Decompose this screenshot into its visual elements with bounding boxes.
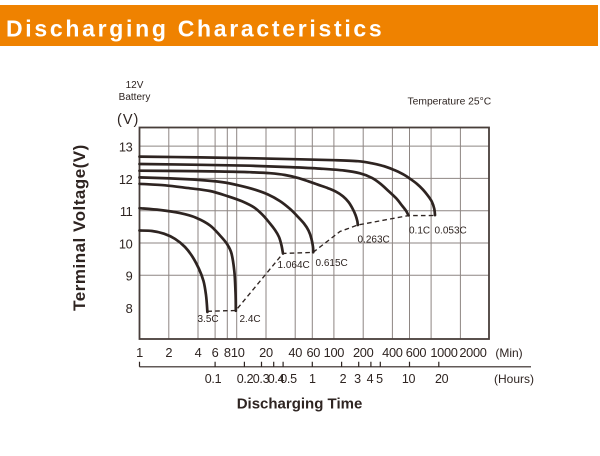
svg-text:(Min): (Min) xyxy=(495,346,522,360)
svg-text:10: 10 xyxy=(231,345,245,360)
svg-text:3.5C: 3.5C xyxy=(198,314,219,325)
svg-text:600: 600 xyxy=(406,345,427,360)
svg-text:12V: 12V xyxy=(126,80,144,91)
svg-text:40: 40 xyxy=(288,345,302,360)
svg-text:11: 11 xyxy=(120,204,133,219)
svg-text:0.263C: 0.263C xyxy=(358,235,390,246)
svg-text:10: 10 xyxy=(119,236,133,251)
svg-text:0.2: 0.2 xyxy=(237,372,254,386)
svg-text:Battery: Battery xyxy=(119,92,151,103)
svg-text:400: 400 xyxy=(382,345,403,360)
svg-text:13: 13 xyxy=(119,140,133,155)
svg-text:4: 4 xyxy=(367,372,374,386)
svg-text:2: 2 xyxy=(340,372,347,386)
svg-text:4: 4 xyxy=(195,345,202,360)
svg-text:200: 200 xyxy=(353,345,374,360)
svg-text:2.4C: 2.4C xyxy=(240,314,261,325)
svg-text:0.615C: 0.615C xyxy=(316,258,348,269)
svg-text:20: 20 xyxy=(435,372,449,386)
svg-text:2: 2 xyxy=(165,345,172,360)
svg-text:0.1C: 0.1C xyxy=(409,226,430,237)
svg-text:0.3: 0.3 xyxy=(253,372,270,386)
svg-text:0.053C: 0.053C xyxy=(435,226,467,237)
svg-text:100: 100 xyxy=(324,345,345,360)
svg-text:20: 20 xyxy=(259,345,273,360)
svg-text:Temperature 25°C: Temperature 25°C xyxy=(408,97,492,108)
svg-text:1.064C: 1.064C xyxy=(278,260,310,271)
svg-text:2000: 2000 xyxy=(459,345,486,360)
svg-text:0.4: 0.4 xyxy=(268,372,285,386)
svg-text:8: 8 xyxy=(224,345,231,360)
svg-text:5: 5 xyxy=(376,372,383,386)
svg-text:(Hours): (Hours) xyxy=(494,372,534,386)
svg-text:8: 8 xyxy=(126,301,133,316)
svg-text:9: 9 xyxy=(126,269,133,284)
svg-text:1: 1 xyxy=(136,345,143,360)
svg-text:3: 3 xyxy=(354,372,361,386)
svg-text:Terminal Voltage(V): Terminal Voltage(V) xyxy=(70,144,89,311)
svg-text:12: 12 xyxy=(119,172,133,187)
svg-text:1000: 1000 xyxy=(430,345,457,360)
svg-text:10: 10 xyxy=(402,372,416,386)
svg-text:0.5: 0.5 xyxy=(280,372,297,386)
svg-text:60: 60 xyxy=(306,345,320,360)
svg-text:(V): (V) xyxy=(117,112,139,128)
svg-text:1: 1 xyxy=(309,372,316,386)
svg-text:Discharging Time: Discharging Time xyxy=(237,396,363,413)
svg-text:6: 6 xyxy=(212,345,219,360)
svg-text:0.1: 0.1 xyxy=(205,372,222,386)
